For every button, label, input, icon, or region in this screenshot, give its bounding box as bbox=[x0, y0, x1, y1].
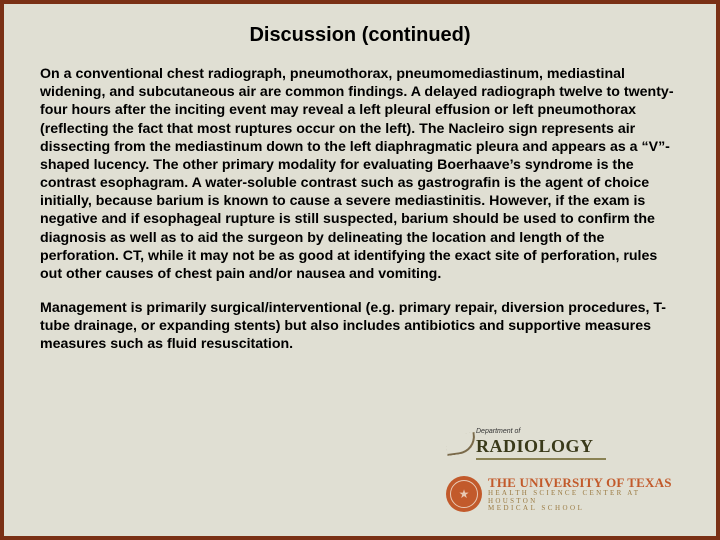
ut-logo: ★ THE UNIVERSITY OF TEXAS HEALTH SCIENCE… bbox=[446, 474, 676, 514]
ut-line2: HEALTH SCIENCE CENTER AT HOUSTON bbox=[488, 490, 676, 505]
slide-container: Discussion (continued) On a conventional… bbox=[0, 0, 720, 540]
swoosh-icon bbox=[445, 432, 477, 456]
ut-text-block: THE UNIVERSITY OF TEXAS HEALTH SCIENCE C… bbox=[488, 476, 676, 513]
department-of-label: Department of bbox=[476, 428, 520, 435]
paragraph-2: Management is primarily surgical/interve… bbox=[40, 299, 680, 354]
paragraph-1: On a conventional chest radiograph, pneu… bbox=[40, 65, 680, 283]
footer-logos: Department of RADIOLOGY ★ THE UNIVERSITY… bbox=[446, 428, 676, 514]
ut-line1: THE UNIVERSITY OF TEXAS bbox=[488, 476, 676, 490]
radiology-wordmark: RADIOLOGY bbox=[476, 436, 594, 457]
ut-seal-icon: ★ bbox=[446, 476, 482, 512]
star-icon: ★ bbox=[457, 487, 471, 501]
radiology-logo: Department of RADIOLOGY bbox=[446, 428, 616, 468]
ut-line3: MEDICAL SCHOOL bbox=[488, 505, 676, 512]
divider-line bbox=[476, 458, 606, 460]
slide-title: Discussion (continued) bbox=[40, 24, 680, 47]
